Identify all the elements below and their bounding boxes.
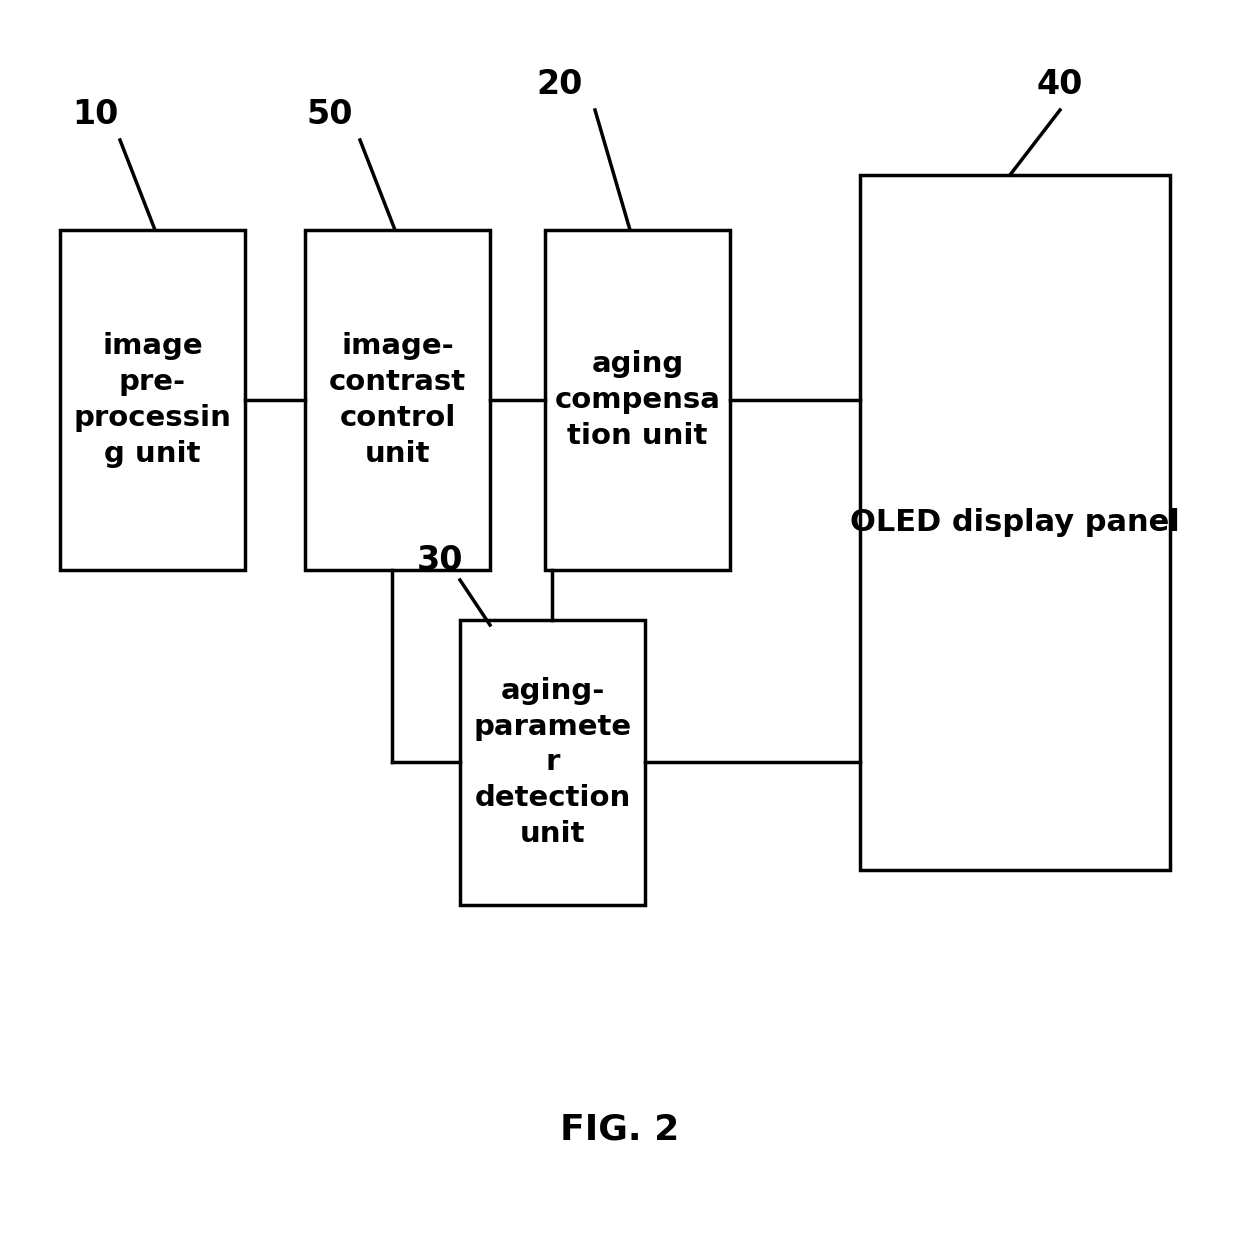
Bar [305,229,490,570]
Bar [861,175,1171,870]
Text: 50: 50 [306,98,353,131]
Text: image-
contrast
control
unit: image- contrast control unit [329,332,466,467]
Bar [60,229,246,570]
Text: aging
compensa
tion unit: aging compensa tion unit [554,350,720,450]
Text: 30: 30 [417,543,464,577]
Text: 20: 20 [537,68,583,102]
Text: aging-
paramete
r
detection
unit: aging- paramete r detection unit [474,677,631,848]
Text: FIG. 2: FIG. 2 [560,1114,680,1147]
Text: 10: 10 [72,98,118,131]
Text: image
pre-
processin
g unit: image pre- processin g unit [73,332,232,467]
Text: OLED display panel: OLED display panel [851,508,1180,537]
Text: 40: 40 [1037,68,1084,102]
Bar [460,620,645,905]
Bar [546,229,730,570]
